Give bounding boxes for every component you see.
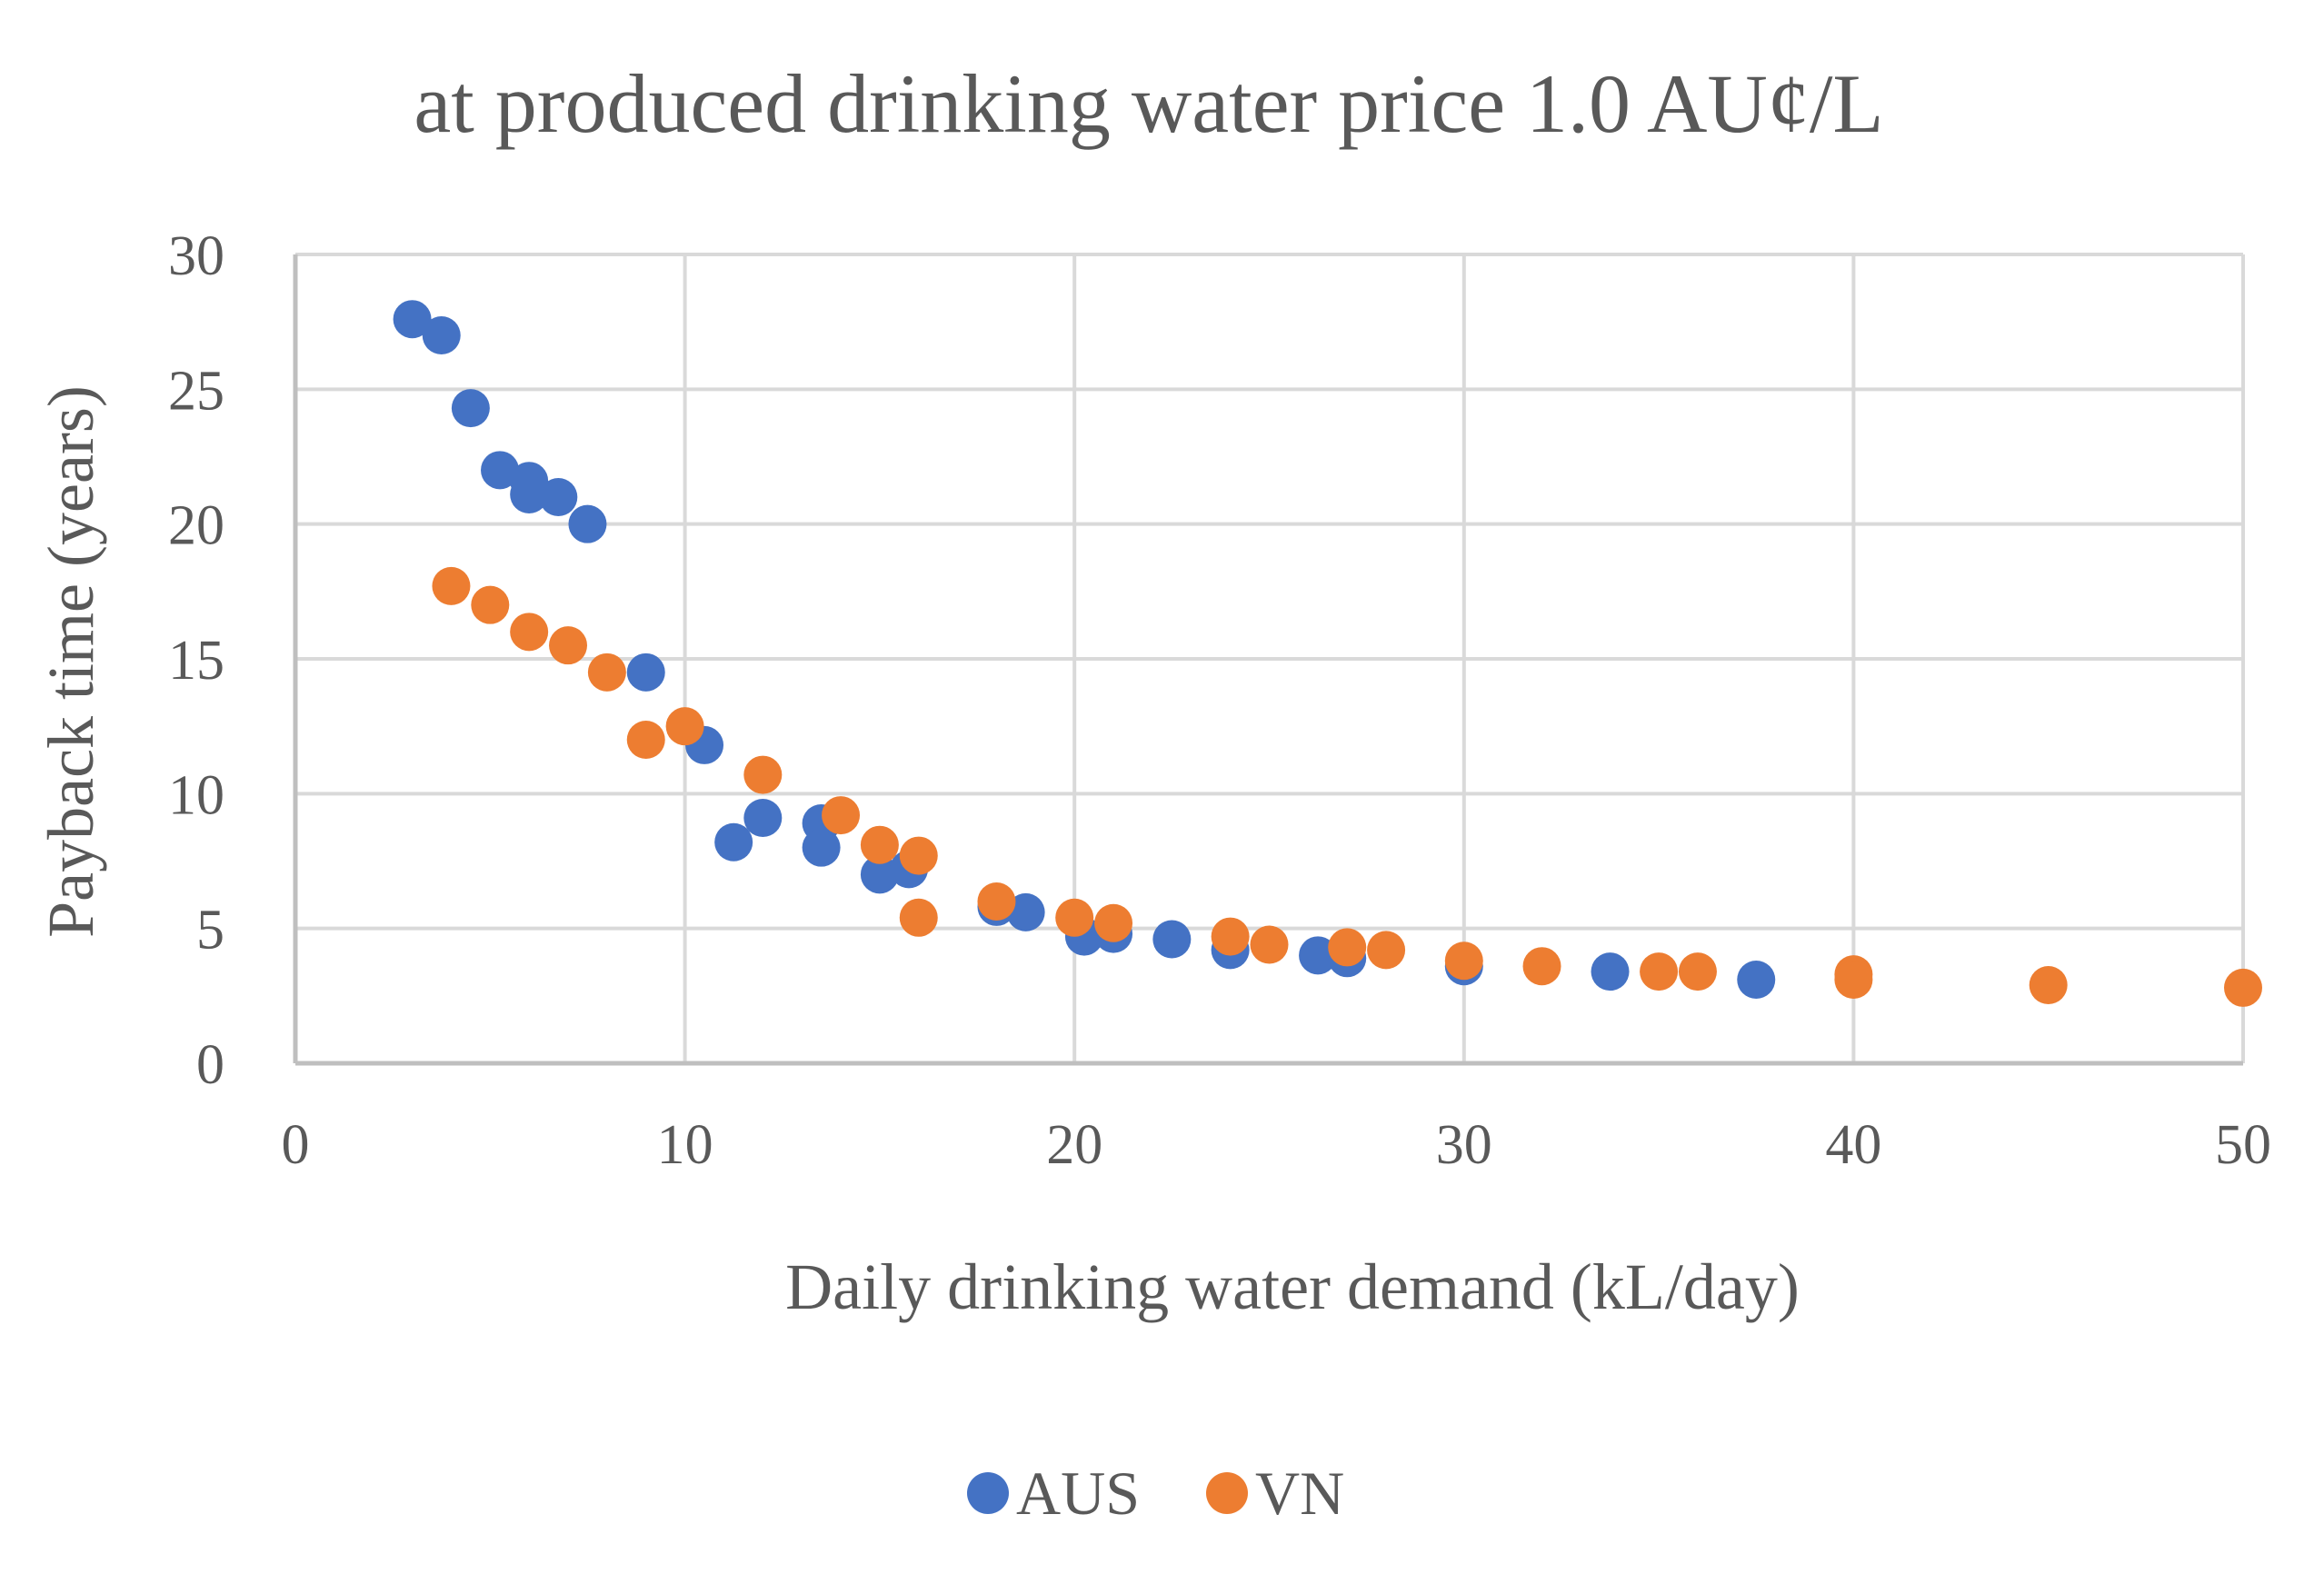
point-vn-2[interactable] xyxy=(510,613,549,652)
point-vn-6[interactable] xyxy=(665,707,704,746)
point-aus-7[interactable] xyxy=(568,504,607,543)
point-vn-20[interactable] xyxy=(1522,947,1561,986)
point-vn-1[interactable] xyxy=(471,585,510,624)
point-vn-0[interactable] xyxy=(432,566,471,605)
y-tick-label-15: 15 xyxy=(168,630,224,692)
point-vn-3[interactable] xyxy=(549,626,588,665)
point-vn-11[interactable] xyxy=(899,898,938,937)
point-aus-0[interactable] xyxy=(393,300,432,339)
y-tick-label-30: 30 xyxy=(168,225,224,287)
point-vn-18[interactable] xyxy=(1367,931,1406,970)
point-vn-22[interactable] xyxy=(1678,952,1717,991)
data-points xyxy=(393,300,2262,1007)
point-aus-22[interactable] xyxy=(1299,936,1338,975)
y-tick-label-20: 20 xyxy=(168,495,224,557)
point-vn-26[interactable] xyxy=(2224,968,2262,1007)
legend-label-aus: AUS xyxy=(1016,1459,1140,1528)
point-vn-12[interactable] xyxy=(977,882,1016,921)
y-tick-label-5: 5 xyxy=(196,900,224,961)
axes xyxy=(293,254,2243,1066)
point-aus-8[interactable] xyxy=(626,653,665,692)
chart-title: at produced drinking water price 1.0 AU¢… xyxy=(414,57,1883,150)
point-aus-10[interactable] xyxy=(714,822,753,862)
legend-label-vn: VN xyxy=(1255,1459,1344,1528)
tick-labels: 0 10 20 30 40 50 0 5 10 15 20 25 30 xyxy=(168,225,2271,1176)
point-aus-13[interactable] xyxy=(802,828,841,867)
y-tick-label-25: 25 xyxy=(168,360,224,422)
x-axis-title: Daily drinking water demand (kL/day) xyxy=(785,1250,1800,1323)
point-aus-11[interactable] xyxy=(743,799,783,838)
point-aus-6[interactable] xyxy=(539,478,578,516)
point-vn-15[interactable] xyxy=(1211,917,1250,956)
legend-item-vn[interactable]: VN xyxy=(1206,1459,1344,1528)
point-aus-17[interactable] xyxy=(1006,892,1045,931)
legend: AUS VN xyxy=(967,1459,1344,1528)
point-aus-26[interactable] xyxy=(1737,961,1776,1000)
x-tick-label-30: 30 xyxy=(1436,1114,1492,1176)
point-aus-5[interactable] xyxy=(510,475,549,514)
x-tick-label-50: 50 xyxy=(2215,1114,2271,1176)
point-aus-20[interactable] xyxy=(1152,920,1192,959)
point-aus-14[interactable] xyxy=(860,855,899,894)
point-aus-3[interactable] xyxy=(481,451,520,490)
point-vn-19[interactable] xyxy=(1444,941,1483,981)
point-vn-17[interactable] xyxy=(1328,928,1367,967)
point-vn-16[interactable] xyxy=(1250,925,1289,964)
legend-marker-aus xyxy=(967,1472,1009,1514)
point-vn-21[interactable] xyxy=(1640,952,1679,991)
legend-marker-vn xyxy=(1206,1472,1248,1514)
x-tick-label-40: 40 xyxy=(1825,1114,1881,1176)
y-axis-title: Payback time (years) xyxy=(35,385,107,938)
point-vn-24[interactable] xyxy=(1834,961,1873,1000)
x-tick-label-20: 20 xyxy=(1046,1114,1102,1176)
y-tick-label-10: 10 xyxy=(168,764,224,826)
point-vn-4[interactable] xyxy=(587,653,626,692)
point-aus-25[interactable] xyxy=(1591,952,1630,991)
point-vn-13[interactable] xyxy=(1055,898,1094,937)
point-vn-9[interactable] xyxy=(860,825,899,864)
y-tick-label-0: 0 xyxy=(196,1034,224,1096)
point-vn-14[interactable] xyxy=(1094,903,1133,942)
point-vn-8[interactable] xyxy=(822,796,861,835)
x-tick-label-0: 0 xyxy=(282,1114,310,1176)
point-vn-10[interactable] xyxy=(899,836,938,875)
point-vn-5[interactable] xyxy=(626,721,665,759)
series-vn xyxy=(432,566,2262,1007)
point-aus-1[interactable] xyxy=(422,316,461,354)
point-aus-2[interactable] xyxy=(451,389,490,428)
x-tick-label-10: 10 xyxy=(657,1114,713,1176)
point-vn-25[interactable] xyxy=(2029,965,2068,1004)
point-vn-7[interactable] xyxy=(743,755,783,794)
legend-item-aus[interactable]: AUS xyxy=(967,1459,1140,1528)
